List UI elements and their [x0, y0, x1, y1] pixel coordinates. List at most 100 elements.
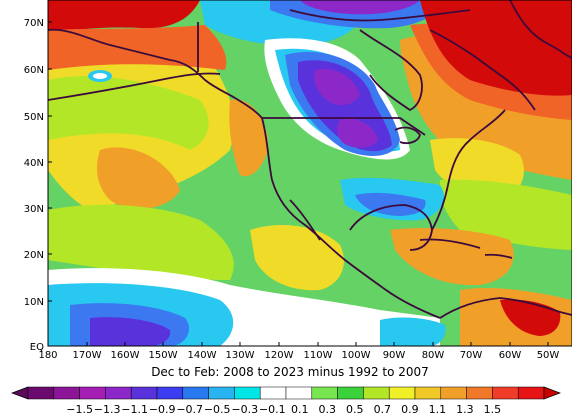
colorbar-label: 0.9: [401, 403, 419, 416]
colorbar-swatch: [182, 386, 209, 400]
lat-label-30n: 30N: [24, 204, 44, 215]
latitude-axis: 70N 60N 50N 40N 30N 20N 10N EQ: [24, 18, 44, 353]
coastline-labrador: [429, 29, 536, 111]
lon-label-130w: 130W: [226, 350, 255, 361]
anomaly-strong-neg-arctic: [300, 0, 420, 15]
lat-label-20n: 20N: [24, 250, 44, 261]
coastline-east-coast: [431, 109, 506, 231]
anomaly-strong-neg-northern-plains: [337, 118, 378, 148]
coastline-west-coast: [261, 117, 441, 319]
anomaly-strong-pos-south-america: [500, 299, 561, 336]
colorbar-label: 0.3: [319, 403, 337, 416]
anomaly-mid-pos-central-america: [390, 228, 514, 286]
lon-label-110w: 110W: [304, 350, 333, 361]
coastline-cuba: [419, 238, 481, 249]
colorbar-label: −0.7: [176, 403, 203, 416]
lon-label-150w: 150W: [149, 350, 178, 361]
coastline-greenland: [509, 0, 572, 59]
latitude-ticks: [48, 21, 52, 302]
lon-label-170w: 170W: [73, 350, 102, 361]
coastline-south-america: [439, 297, 572, 319]
colorbar-label: 0.1: [291, 403, 309, 416]
colorbar-swatch: [79, 386, 106, 400]
colorbar-label: −0.3: [231, 403, 258, 416]
anomaly-slight-pos-gulf-alaska: [48, 76, 209, 150]
colorbar-under-triangle: [11, 386, 29, 400]
lon-label-60w: 60W: [499, 350, 522, 361]
lon-label-120w: 120W: [265, 350, 294, 361]
colorbar-swatch: [414, 386, 442, 400]
lon-label-180: 180: [38, 350, 57, 361]
lon-label-70w: 70W: [460, 350, 483, 361]
colorbar-swatch: [492, 386, 519, 400]
anomaly-mid-neg-equatorial-pacific: [90, 317, 171, 346]
lat-label-eq: EQ: [30, 342, 44, 353]
anomaly-neg-gulf-coast: [355, 192, 426, 216]
longitude-ticks: [86, 342, 549, 346]
longitude-axis: 180 170W 160W 150W 140W 130W 120W 110W 1…: [38, 350, 559, 361]
colorbar-label: −0.1: [259, 403, 286, 416]
coastline-hudson-bay: [359, 29, 423, 111]
map-plot: [48, 0, 572, 346]
colorbar-swatch: [311, 386, 338, 400]
colorbar-label: 0.5: [346, 403, 364, 416]
colorbar-swatch: [466, 386, 493, 400]
coastline-great-lakes: [394, 126, 421, 145]
anomaly-strong-pos-arctic: [48, 0, 200, 35]
colorbar-swatch: [130, 386, 158, 400]
coastline-baja: [289, 199, 321, 241]
anomaly-slight-pos-tropical-pacific: [48, 204, 234, 280]
colorbar-label: −0.5: [204, 403, 231, 416]
anomaly-zero-bering: [93, 73, 107, 79]
lon-label-50w: 50W: [537, 350, 560, 361]
colorbar: [11, 386, 561, 400]
coastline-aleutian-arc: [48, 72, 221, 101]
colorbar-swatch: [27, 386, 55, 400]
lon-label-100w: 100W: [342, 350, 371, 361]
lat-label-70n: 70N: [24, 18, 44, 29]
lat-label-50n: 50N: [24, 112, 44, 123]
colorbar-swatch: [53, 386, 80, 400]
anomaly-pos-west-coast: [229, 99, 269, 177]
colorbar-labels: −1.5 −1.3 −1.1 −0.9 −0.7 −0.5 −0.3 −0.1 0.1 0.3 0.…: [66, 403, 501, 416]
colorbar-label: 1.1: [429, 403, 447, 416]
anomaly-strong-pos-labrador: [420, 0, 572, 96]
lon-label-160w: 160W: [111, 350, 140, 361]
lat-label-40n: 40N: [24, 158, 44, 169]
anomaly-strong-neg-central-canada: [314, 68, 360, 106]
colorbar-swatch: [517, 386, 545, 400]
colorbar-label: 0.7: [374, 403, 392, 416]
anomaly-pos-alaska: [48, 25, 227, 70]
lon-label-80w: 80W: [422, 350, 445, 361]
lon-label-90w: 90W: [383, 350, 406, 361]
colorbar-label: −1.3: [94, 403, 121, 416]
coastline-alaska: [48, 28, 263, 119]
colorbar-swatch: [440, 386, 467, 400]
colorbar-label: −1.1: [121, 403, 148, 416]
colorbar-swatch: [156, 386, 184, 400]
colorbar-swatch: [259, 386, 287, 400]
lon-label-140w: 140W: [188, 350, 217, 361]
map-title: Dec to Feb: 2008 to 2023 minus 1992 to 2…: [151, 365, 429, 379]
colorbar-over-triangle: [543, 386, 561, 400]
colorbar-swatch: [363, 386, 390, 400]
anomaly-slight-neg-panama: [380, 317, 446, 346]
anomaly-weak-pos-mexico-coast: [250, 225, 344, 291]
lat-label-60n: 60N: [24, 65, 44, 76]
border-us-canada: [262, 117, 426, 136]
coastline-gulf-of-mexico: [349, 204, 433, 251]
map-frame: [47, 0, 572, 347]
colorbar-swatch: [208, 386, 235, 400]
colorbar-swatch: [234, 386, 261, 400]
colorbar-label: −0.9: [149, 403, 176, 416]
colorbar-swatch: [388, 386, 416, 400]
colorbar-label: 1.5: [484, 403, 502, 416]
coastlines: [48, 0, 572, 319]
colorbar-label: 1.3: [456, 403, 474, 416]
colorbar-swatch: [285, 386, 313, 400]
coastline-arctic-islands: [289, 9, 471, 22]
colorbar-swatch: [337, 386, 364, 400]
anomaly-mid-pos-north-pacific: [97, 147, 180, 209]
colorbar-label: −1.5: [66, 403, 93, 416]
